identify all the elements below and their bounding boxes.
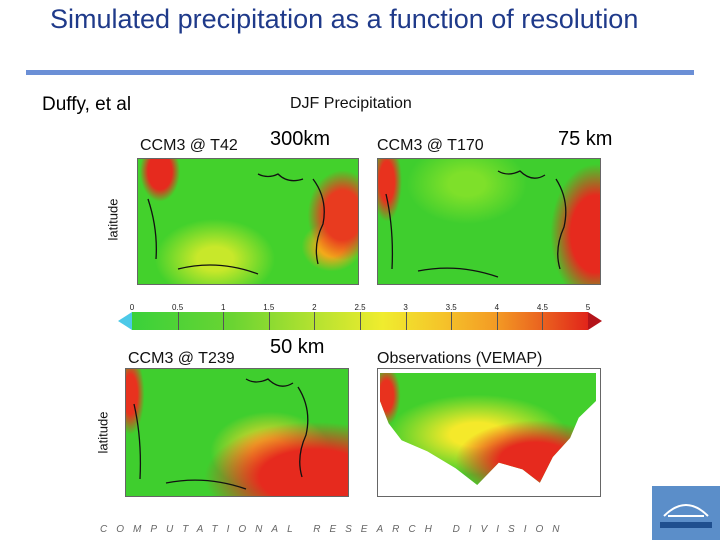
panel-label-t239: CCM3 @ T239 — [128, 350, 235, 367]
y-axis-label: latitude — [105, 198, 121, 241]
colorbar-tick-label: 0 — [129, 303, 135, 312]
lab-logo — [652, 486, 720, 540]
map-t42 — [137, 158, 359, 285]
colorbar-tick-mark — [451, 312, 453, 330]
figure-title: DJF Precipitation — [290, 95, 412, 112]
colorbar-tick-mark — [314, 312, 316, 330]
authors: Duffy, et al — [42, 94, 132, 115]
colorbar-tick-label: 4.5 — [536, 303, 548, 312]
map-outline-t42 — [147, 173, 325, 275]
colorbar-tick-mark — [223, 312, 225, 330]
colorbar-tick-label: 3 — [403, 303, 408, 312]
lab-logo-wordmark — [660, 522, 712, 528]
colorbar-tick-label: 2 — [312, 303, 317, 312]
map-vemap — [377, 368, 601, 497]
colorbar-tick-label: 1 — [220, 303, 226, 312]
colorbar-tick-mark — [405, 312, 407, 330]
colorbar-tick-mark — [177, 312, 179, 330]
panel-label-t170: CCM3 @ T170 — [377, 137, 484, 154]
map-t239 — [125, 368, 349, 497]
map-t170 — [377, 158, 601, 285]
lab-logo-icon — [663, 504, 709, 517]
colorbar-tick-label: 5 — [585, 303, 591, 312]
colorbar-tick-mark — [268, 312, 270, 330]
colorbar-tick-label: 2.5 — [354, 303, 366, 312]
map-vemap-land — [380, 373, 596, 485]
colorbar-tick-mark — [542, 312, 544, 330]
panel-label-t42: CCM3 @ T42 — [140, 137, 238, 154]
map-outline-t239 — [133, 378, 309, 490]
panel-label-vemap: Observations (VEMAP) — [377, 350, 543, 367]
resolution-label-t42: 300km — [270, 128, 331, 150]
colorbar-tick-label: 4 — [494, 303, 500, 312]
y-axis-label-lower: latitude — [95, 411, 111, 454]
colorbar-tick-mark — [360, 312, 361, 330]
resolution-label-t170: 75 km — [558, 128, 613, 150]
colorbar-tick-label: 3.5 — [445, 303, 457, 312]
title-underline — [26, 70, 694, 75]
colorbar-tick-mark — [496, 312, 498, 330]
footer-division: COMPUTATIONAL RESEARCH DIVISION — [100, 524, 569, 535]
colorbar-left-arrow — [118, 312, 132, 330]
colorbar-right-arrow — [588, 312, 602, 330]
resolution-label-t239: 50 km — [270, 336, 325, 358]
map-outline-t170 — [385, 170, 567, 278]
slide-title: Simulated precipitation as a function of… — [50, 4, 639, 34]
colorbar-tick-label: 1.5 — [263, 303, 275, 312]
colorbar-tick-label: 0.5 — [172, 303, 184, 312]
